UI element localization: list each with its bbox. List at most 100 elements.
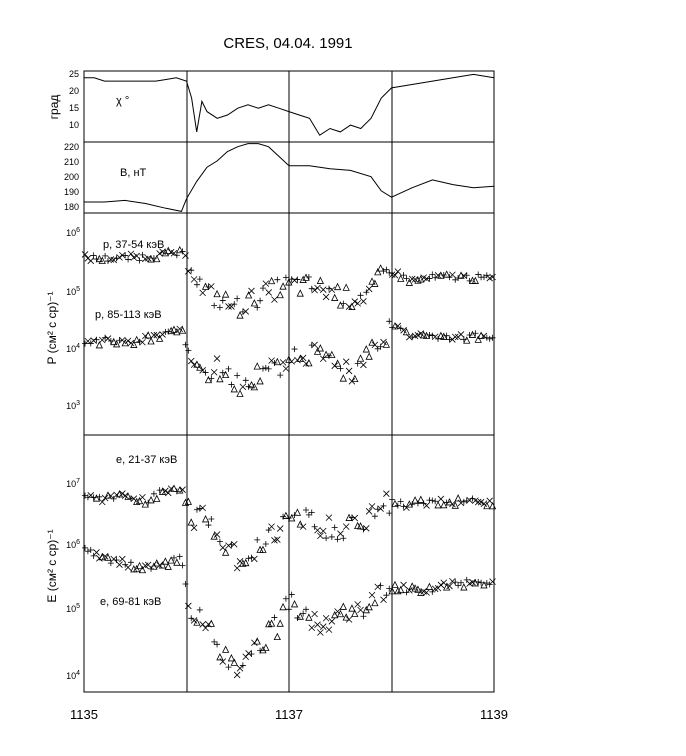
electrons-plus-marker xyxy=(248,650,255,657)
protons-plus-marker xyxy=(337,365,344,372)
protons-plus-marker xyxy=(254,304,261,311)
electrons-plus-marker xyxy=(386,510,393,517)
electrons-cross-marker xyxy=(437,581,445,589)
electrons-triangle-marker xyxy=(351,609,359,617)
protons-plus-marker xyxy=(426,275,433,282)
electrons-triangle-marker xyxy=(141,500,149,508)
protons-triangle-marker xyxy=(256,377,264,385)
protons-plus-marker xyxy=(136,257,143,264)
electrons-triangle-marker xyxy=(115,490,124,498)
protons-triangle-marker xyxy=(333,359,342,367)
electrons-plus-marker xyxy=(397,498,404,505)
protons-triangle-marker xyxy=(236,311,244,319)
protons-triangle-marker xyxy=(276,290,284,299)
protons-plus-marker xyxy=(380,268,387,275)
protons-cross-marker xyxy=(408,275,416,283)
electrons-triangle-marker xyxy=(282,511,290,519)
protons-triangle-marker xyxy=(374,267,382,276)
electrons-triangle-marker xyxy=(222,645,230,653)
protons-triangle-marker xyxy=(331,293,339,301)
protons-plus-marker xyxy=(426,331,433,338)
electrons-cross-marker xyxy=(486,497,493,505)
electrons-triangle-marker xyxy=(273,632,281,641)
electrons-triangle-marker xyxy=(397,585,405,594)
electrons-cross-marker xyxy=(199,504,206,512)
protons-triangle-marker xyxy=(250,299,259,307)
protons-cross-marker xyxy=(271,296,278,303)
electrons-plus-marker xyxy=(225,664,232,671)
proton-ytick-1e4: 104 xyxy=(66,343,80,354)
panel-protons-plot xyxy=(81,245,496,397)
electrons-cross-marker xyxy=(474,498,482,506)
electrons-triangle-marker xyxy=(394,586,402,595)
protons-triangle-marker xyxy=(155,334,164,342)
protons-plus-marker xyxy=(116,337,123,344)
protons-cross-marker xyxy=(127,250,135,258)
electrons-cross-marker xyxy=(365,508,373,515)
electrons-cross-marker xyxy=(308,624,316,632)
protons-triangle-marker xyxy=(316,344,325,352)
protons-cross-marker xyxy=(242,308,250,315)
protons-triangle-marker xyxy=(121,338,129,347)
protons-cross-marker xyxy=(449,271,456,279)
electrons-triangle-marker xyxy=(339,602,347,610)
electrons-triangle-marker xyxy=(153,559,161,567)
protons-triangle-marker xyxy=(95,254,104,263)
electrons-cross-marker xyxy=(480,500,488,507)
x-tick-1139: 1139 xyxy=(480,707,508,722)
protons-triangle-marker xyxy=(368,338,376,346)
electrons-cross-marker xyxy=(423,589,430,596)
electrons-triangle-marker xyxy=(187,518,195,526)
protons-triangle-marker xyxy=(196,363,204,371)
protons-plus-marker xyxy=(483,334,490,341)
electrons-cross-marker xyxy=(213,531,221,538)
electrons-triangle-marker xyxy=(201,515,210,523)
protons-cross-marker xyxy=(107,256,115,263)
proton-ytick-1e6: 106 xyxy=(66,227,80,238)
electrons-cross-marker xyxy=(383,490,390,497)
electrons-triangle-marker xyxy=(480,581,488,589)
protons-triangle-marker xyxy=(130,340,138,348)
protons-plus-marker xyxy=(403,275,410,282)
electrons-triangle-marker xyxy=(414,585,422,593)
electrons-triangle-marker xyxy=(167,556,175,564)
electrons-cross-marker xyxy=(116,561,123,568)
electrons-triangle-marker xyxy=(98,552,106,561)
protons-cross-marker xyxy=(311,341,318,349)
protons-plus-marker xyxy=(274,276,281,283)
electrons-plus-marker xyxy=(110,495,117,502)
protons-cross-marker xyxy=(139,338,146,346)
protons-cross-marker xyxy=(159,331,166,338)
electrons-plus-marker xyxy=(300,610,307,617)
electrons-triangle-marker xyxy=(451,501,459,509)
electrons-triangle-marker xyxy=(253,637,261,645)
electrons-triangle-marker xyxy=(161,557,170,565)
protons-triangle-marker xyxy=(247,380,256,389)
electrons-triangle-marker xyxy=(331,610,339,619)
protons-triangle-marker xyxy=(405,278,413,286)
protons-plus-marker xyxy=(228,381,235,388)
protons-triangle-marker xyxy=(348,302,356,310)
electrons-cross-marker xyxy=(233,564,241,572)
annotation-p-37-54: p, 37-54 кэВ xyxy=(103,239,164,251)
electrons-plus-marker xyxy=(469,495,476,502)
protons-triangle-marker xyxy=(296,354,304,362)
protons-plus-marker xyxy=(472,330,479,337)
electrons-cross-marker xyxy=(440,579,448,587)
protons-plus-marker xyxy=(173,252,180,259)
electrons-triangle-marker xyxy=(104,553,112,561)
protons-plus-marker xyxy=(265,365,272,372)
electrons-plus-marker xyxy=(182,581,189,588)
protons-cross-marker xyxy=(185,268,192,275)
annotation-p-85-113: p, 85-113 кэВ xyxy=(95,309,162,321)
electrons-cross-marker xyxy=(325,626,333,633)
protons-triangle-marker xyxy=(342,283,350,291)
protons-plus-marker xyxy=(234,372,241,379)
protons-plus-marker xyxy=(282,274,289,281)
electrons-plus-marker xyxy=(380,502,387,509)
protons-triangle-marker xyxy=(144,331,152,339)
electrons-triangle-marker xyxy=(296,520,304,528)
protons-triangle-marker xyxy=(98,256,106,264)
protons-triangle-marker xyxy=(328,350,336,359)
protons-plus-marker xyxy=(162,328,169,335)
